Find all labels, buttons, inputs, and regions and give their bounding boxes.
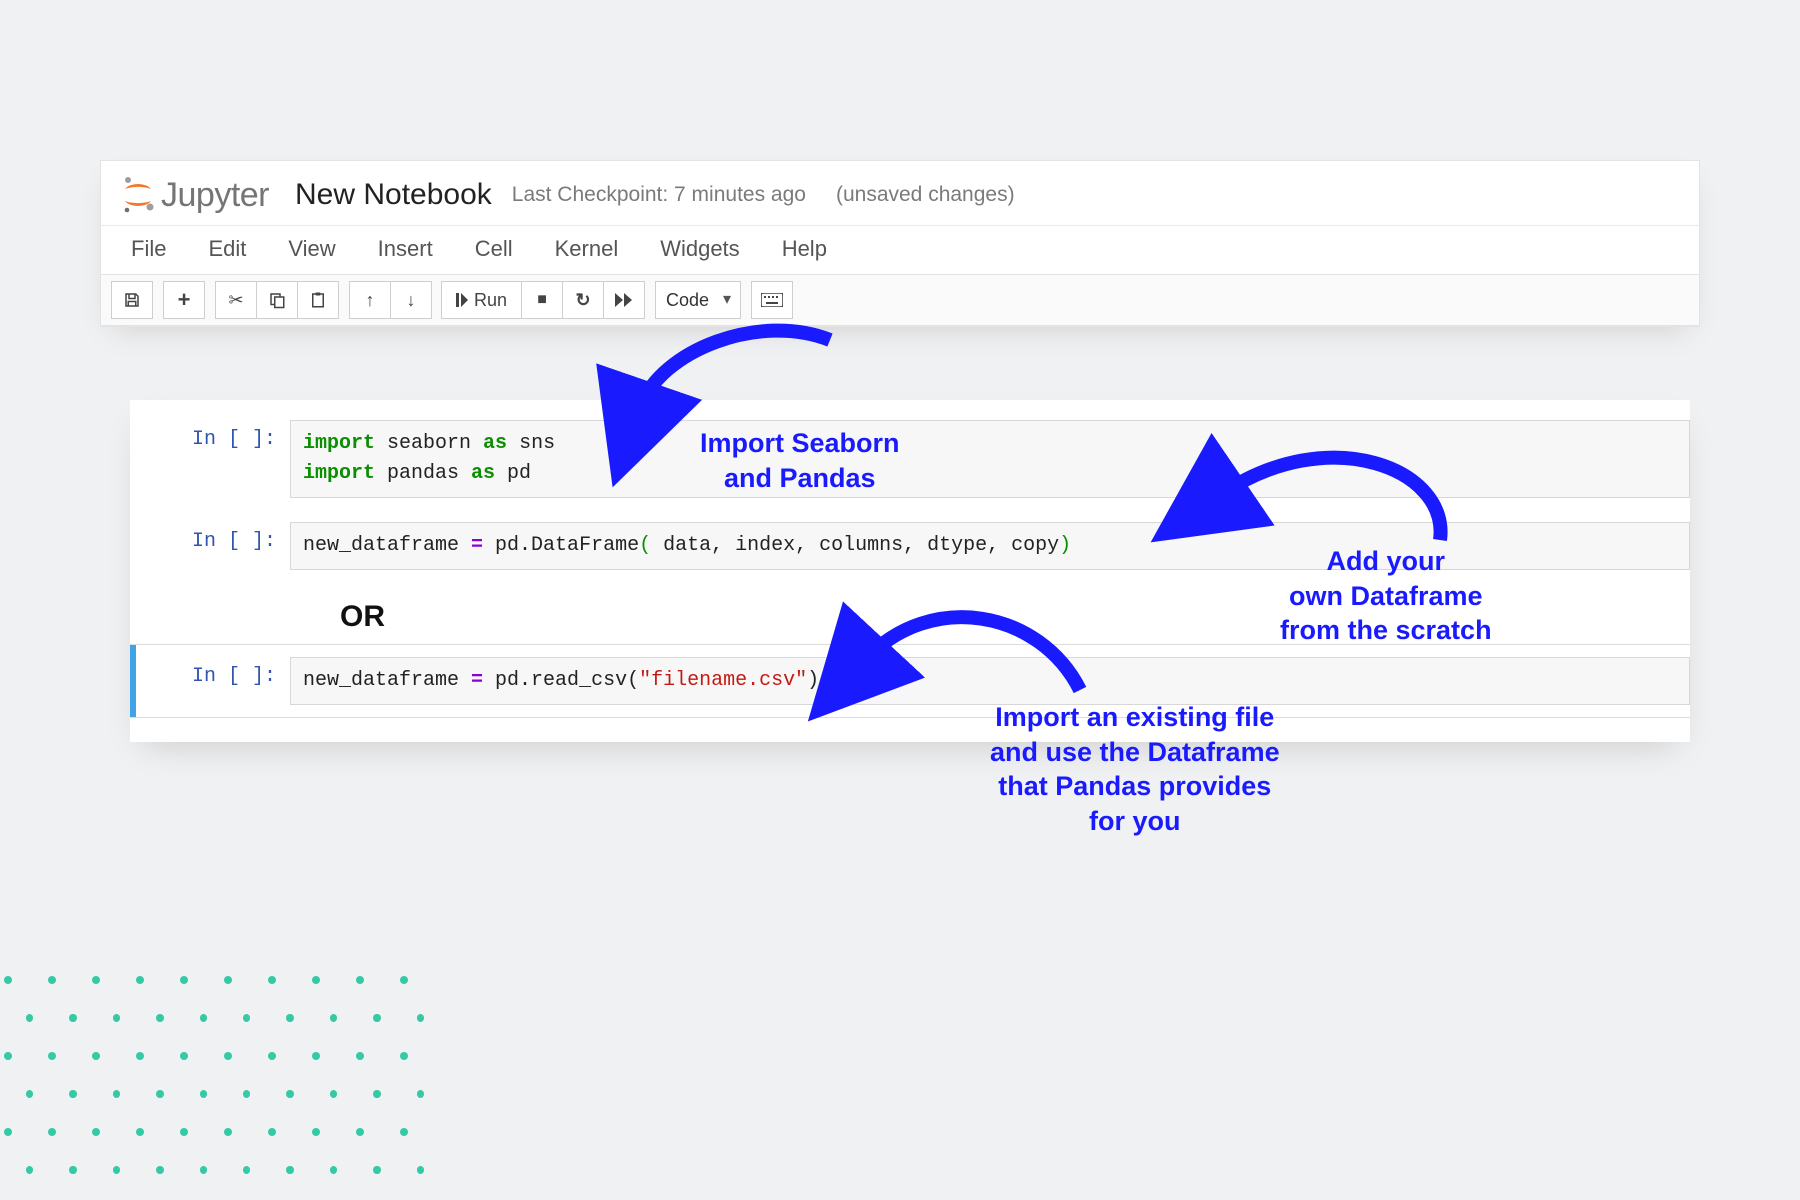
copy-icon — [268, 291, 286, 309]
copy-button[interactable] — [256, 281, 298, 319]
save-icon — [123, 291, 141, 309]
menu-insert[interactable]: Insert — [378, 236, 433, 262]
fast-forward-icon — [615, 293, 633, 307]
cell-prompt: In [ ]: — [130, 522, 290, 553]
menu-kernel[interactable]: Kernel — [555, 236, 619, 262]
arrow-down-icon: ↓ — [407, 290, 416, 311]
checkpoint-text: Last Checkpoint: 7 minutes ago — [512, 183, 806, 207]
restart-run-all-button[interactable] — [603, 281, 645, 319]
menu-widgets[interactable]: Widgets — [660, 236, 739, 262]
jupyter-logo: Jupyter — [121, 175, 269, 215]
decorative-dots — [4, 976, 424, 1196]
move-down-button[interactable]: ↓ — [390, 281, 432, 319]
cell-prompt: In [ ]: — [130, 657, 290, 688]
paste-button[interactable] — [297, 281, 339, 319]
cell-type-select-wrap[interactable]: Code — [655, 281, 741, 319]
cell-prompt: In [ ]: — [130, 420, 290, 451]
jupyter-logo-icon — [121, 175, 155, 215]
menu-help[interactable]: Help — [782, 236, 827, 262]
restart-button[interactable]: ↻ — [562, 281, 604, 319]
jupyter-header-window: Jupyter New Notebook Last Checkpoint: 7 … — [100, 160, 1700, 327]
cut-button[interactable]: ✂ — [215, 281, 257, 319]
paste-icon — [309, 291, 327, 309]
arrow-2 — [1170, 430, 1460, 570]
command-palette-button[interactable] — [751, 281, 793, 319]
unsaved-text: (unsaved changes) — [836, 183, 1015, 207]
jupyter-logo-text: Jupyter — [161, 176, 269, 215]
run-label: Run — [474, 290, 507, 311]
cell-type-select[interactable]: Code — [655, 281, 741, 319]
code-input-1[interactable]: import seaborn as sns import pandas as p… — [290, 420, 1690, 498]
menu-file[interactable]: File — [131, 236, 166, 262]
scissors-icon: ✂ — [228, 290, 243, 311]
notebook-title[interactable]: New Notebook — [295, 178, 492, 212]
menu-view[interactable]: View — [288, 236, 335, 262]
move-up-button[interactable]: ↑ — [349, 281, 391, 319]
menu-edit[interactable]: Edit — [208, 236, 246, 262]
restart-icon: ↻ — [575, 290, 590, 311]
menu-bar: File Edit View Insert Cell Kernel Widget… — [101, 225, 1699, 275]
arrow-up-icon: ↑ — [366, 290, 375, 311]
menu-cell[interactable]: Cell — [475, 236, 513, 262]
plus-icon: + — [178, 287, 191, 313]
annotation-readcsv: Import an existing file and use the Data… — [990, 700, 1280, 838]
add-cell-button[interactable]: + — [163, 281, 205, 319]
arrow-3 — [830, 580, 1110, 710]
notebook-header: Jupyter New Notebook Last Checkpoint: 7 … — [101, 161, 1699, 225]
stop-button[interactable]: ■ — [521, 281, 563, 319]
save-button[interactable] — [111, 281, 153, 319]
toolbar: + ✂ ↑ ↓ Run ■ ↻ — [101, 275, 1699, 326]
run-icon — [456, 293, 468, 307]
arrow-1 — [600, 330, 880, 440]
run-button[interactable]: Run — [441, 281, 522, 319]
keyboard-icon — [761, 293, 783, 307]
stop-icon: ■ — [537, 291, 547, 309]
